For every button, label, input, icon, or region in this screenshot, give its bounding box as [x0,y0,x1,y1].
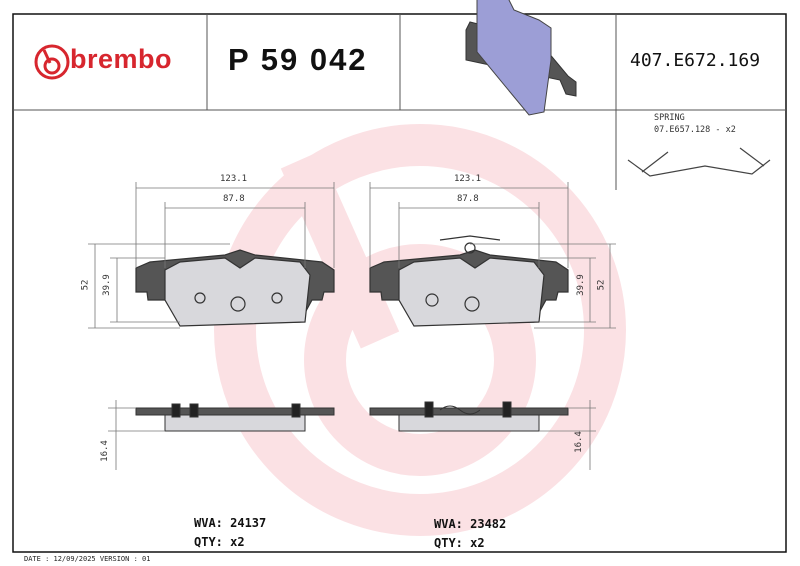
spring-icon [627,147,771,177]
dim-left-height-total: 52 [80,279,91,291]
footer-date-version: DATE : 12/09/2025 VERSION : 01 [24,555,151,563]
part-number: P 59 042 [228,42,368,77]
accessory-label: SPRING [654,113,685,123]
dim-right-height-total: 52 [596,279,607,291]
wva-right: WVA: 23482 [434,517,507,531]
pad-info-right: WVA: 23482 QTY: x2 [434,515,506,553]
wva-left: WVA: 24137 [194,516,267,530]
dim-right-width-lining: 87.8 [457,194,479,204]
reference-number: 407.E672.169 [630,50,761,71]
dim-left-width-total: 123.1 [220,174,248,184]
pad-left-side [135,403,335,432]
dim-left-width-lining: 87.8 [223,194,245,204]
dim-right-width-total: 123.1 [454,174,482,184]
dimension-lines [88,182,616,470]
qty-right: QTY: x2 [434,536,485,550]
pad-right-front [369,235,569,327]
dim-right-thickness: 16.4 [573,431,584,453]
pad-left-front [135,249,335,327]
dim-left-thickness: 16.4 [99,440,110,462]
brand-logo: brembo [70,44,173,74]
pad-info-left: WVA: 24137 QTY: x2 [194,514,266,552]
dim-left-height-lining: 39.9 [101,274,112,296]
brembo-watermark [214,124,626,536]
accessory-code: 07.E657.128 - x2 [654,125,736,135]
pad-right-side [369,401,569,432]
dim-right-height-lining: 39.9 [575,274,586,296]
brembo-logo-icon [34,44,70,80]
qty-left: QTY: x2 [194,535,245,549]
pad-3d-image [465,0,577,116]
